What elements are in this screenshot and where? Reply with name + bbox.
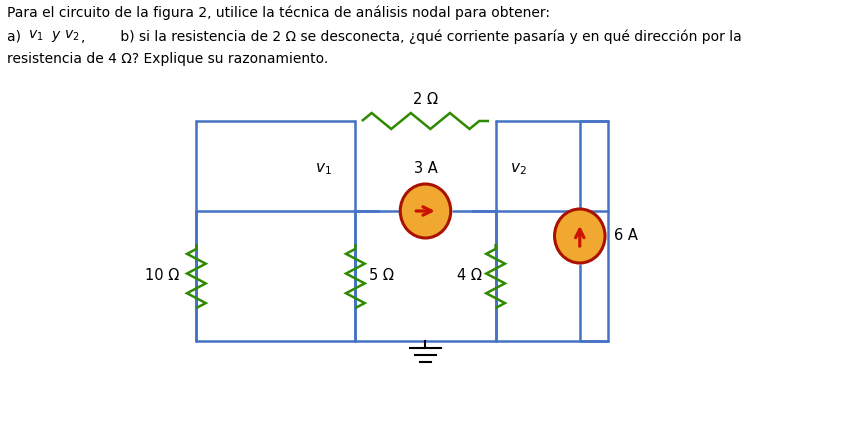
Circle shape xyxy=(555,209,605,263)
Text: resistencia de 4 Ω? Explique su razonamiento.: resistencia de 4 Ω? Explique su razonami… xyxy=(7,52,328,66)
Text: $v_1$: $v_1$ xyxy=(316,161,332,177)
Text: $v_2$: $v_2$ xyxy=(63,29,79,43)
Text: ,        b) si la resistencia de 2 Ω se desconecta, ¿qué corriente pasaría y en : , b) si la resistencia de 2 Ω se descone… xyxy=(81,29,742,44)
Text: 5 Ω: 5 Ω xyxy=(369,268,394,284)
Text: 6 A: 6 A xyxy=(615,228,638,244)
Text: 10 Ω: 10 Ω xyxy=(146,268,179,284)
Text: $y$: $y$ xyxy=(47,29,62,44)
Text: Para el circuito de la figura 2, utilice la técnica de análisis nodal para obten: Para el circuito de la figura 2, utilice… xyxy=(7,6,550,21)
Circle shape xyxy=(401,184,451,238)
Text: $v_1$: $v_1$ xyxy=(28,29,43,43)
Text: 3 A: 3 A xyxy=(414,161,437,176)
Text: $v_2$: $v_2$ xyxy=(510,161,526,177)
Text: 2 Ω: 2 Ω xyxy=(413,92,438,107)
Text: a): a) xyxy=(7,29,25,43)
Text: 4 Ω: 4 Ω xyxy=(457,268,481,284)
